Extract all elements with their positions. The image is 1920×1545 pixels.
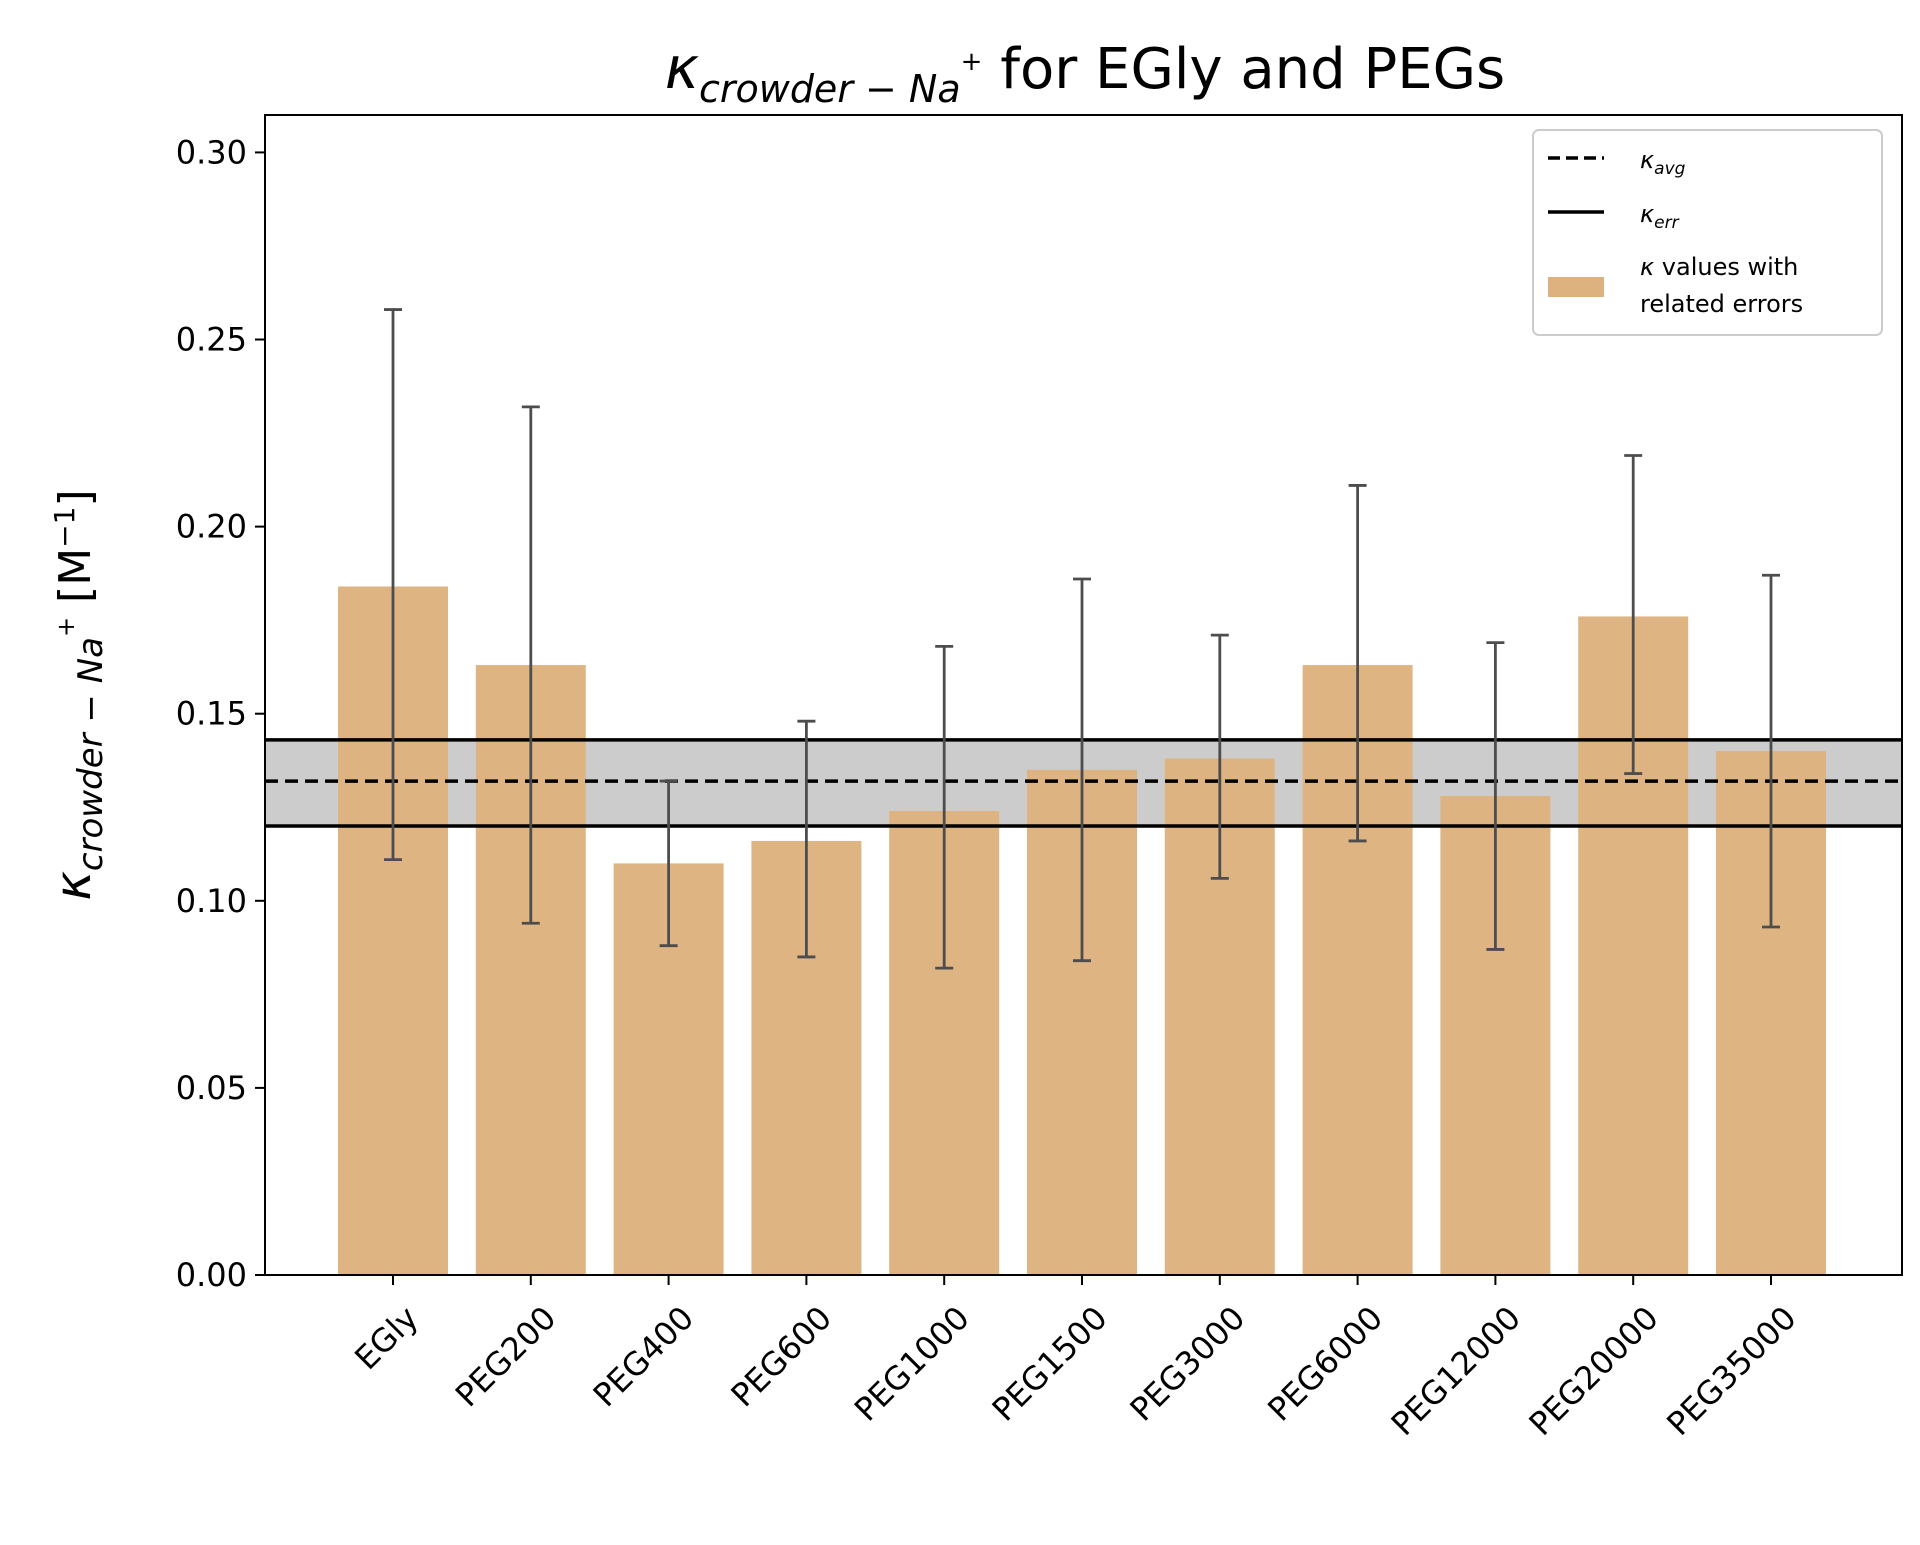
legend-frame	[1532, 129, 1883, 336]
legend-bar-label-line2: related errors	[1640, 290, 1803, 318]
x-tick-label: PEG1500	[985, 1299, 1115, 1429]
chart-title: κcrowder − Na+ for EGly and PEGs	[665, 34, 1505, 111]
y-tick-label: 0.20	[176, 508, 247, 546]
legend-avg-label: κavg	[1640, 146, 1686, 179]
errorbar-peg600	[797, 719, 816, 959]
y-tick-label: 0.30	[176, 133, 247, 171]
x-tick-label: PEG400	[586, 1299, 702, 1415]
x-tick-label: PEG20000	[1522, 1299, 1666, 1443]
y-tick-label: 0.15	[176, 695, 247, 733]
bars-layer	[338, 586, 1826, 1275]
x-tick-label: PEG3000	[1122, 1299, 1252, 1429]
x-tick-label: PEG200	[448, 1299, 564, 1415]
errorbar-peg1000	[935, 644, 954, 970]
legend: κavg κerr κ values with related errors	[1532, 129, 1883, 336]
errorbar-egly	[384, 308, 402, 862]
errorbar-peg400	[659, 779, 678, 948]
errorbar-peg3000	[1210, 633, 1229, 880]
errorbar-peg6000	[1348, 484, 1367, 843]
y-tick-label: 0.00	[176, 1256, 247, 1294]
legend-bar-label-line1: κ values with	[1640, 253, 1798, 281]
errorbar-peg200	[521, 405, 540, 925]
x-tick-label: EGly	[347, 1299, 425, 1377]
legend-bar-swatch	[1548, 277, 1604, 297]
x-tick-label: PEG600	[723, 1299, 839, 1415]
errorbars-layer	[265, 308, 1902, 970]
y-tick-label: 0.05	[176, 1069, 247, 1107]
legend-err-label: κerr	[1640, 200, 1680, 233]
errorbar-peg20000	[1624, 454, 1643, 775]
x-tick-label: PEG6000	[1260, 1299, 1390, 1429]
y-tick-label: 0.25	[176, 321, 247, 359]
x-tick-label: PEG12000	[1384, 1299, 1528, 1443]
y-tick-label: 0.10	[176, 882, 247, 920]
x-tick-label: PEG35000	[1659, 1299, 1803, 1443]
errorbar-peg12000	[1486, 641, 1505, 951]
plot-frame	[264, 114, 1903, 1276]
y-axis-label: κcrowder − Na+ [M−1]	[44, 489, 111, 900]
x-tick-label: PEG1000	[847, 1299, 977, 1429]
errorbar-peg1500	[1073, 577, 1091, 963]
errorbar-peg35000	[1762, 573, 1780, 929]
